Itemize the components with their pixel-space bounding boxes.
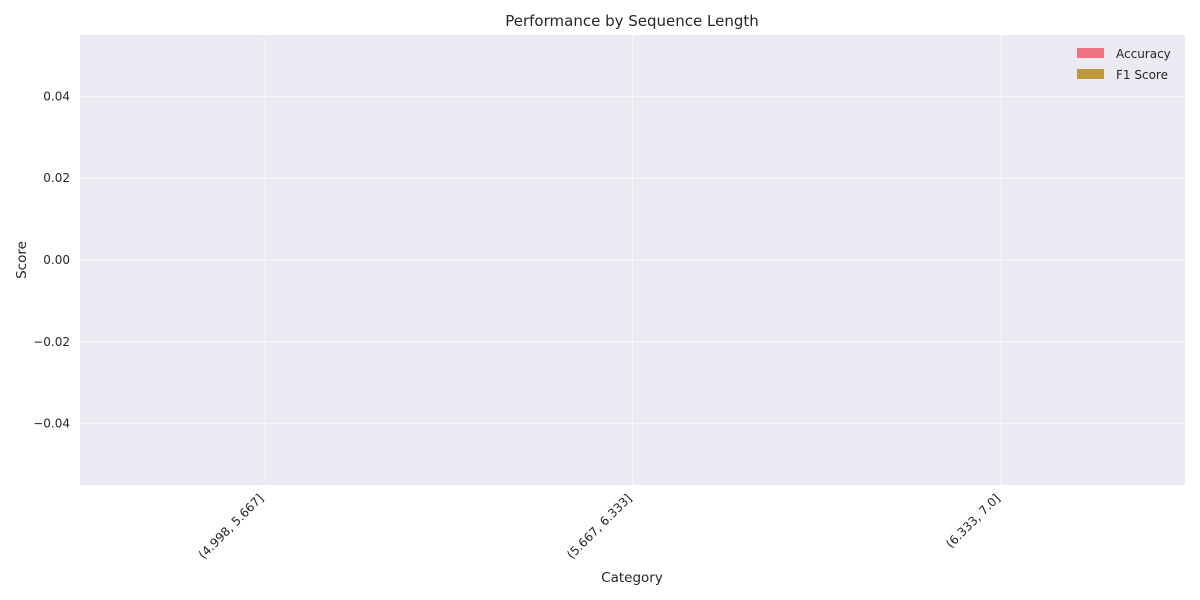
- legend: Accuracy F1 Score: [1077, 47, 1171, 82]
- legend-swatch: [1077, 69, 1104, 79]
- y-tick-label: 0.00: [43, 253, 70, 267]
- y-tick-label: −0.02: [33, 335, 70, 349]
- y-tick-label: 0.02: [43, 171, 70, 185]
- y-tick-label: −0.04: [33, 417, 70, 431]
- x-tick-labels: (4.998, 5.667] (5.667, 6.333] (6.333, 7.0]: [196, 491, 1003, 562]
- legend-swatch: [1077, 48, 1104, 58]
- x-tick-label: (6.333, 7.0]: [943, 491, 1003, 551]
- y-tick-labels: −0.04 −0.02 0.00 0.02 0.04: [33, 89, 70, 430]
- x-tick-label: (4.998, 5.667]: [196, 491, 267, 562]
- y-tick-label: 0.04: [43, 89, 70, 103]
- legend-label: Accuracy: [1116, 47, 1171, 61]
- legend-label: F1 Score: [1116, 68, 1168, 82]
- y-axis-label: Score: [14, 241, 30, 279]
- x-tick-label: (5.667, 6.333]: [564, 491, 635, 562]
- x-axis-label: Category: [601, 570, 663, 586]
- grid-lines: [80, 35, 1185, 485]
- chart-title: Performance by Sequence Length: [505, 12, 758, 30]
